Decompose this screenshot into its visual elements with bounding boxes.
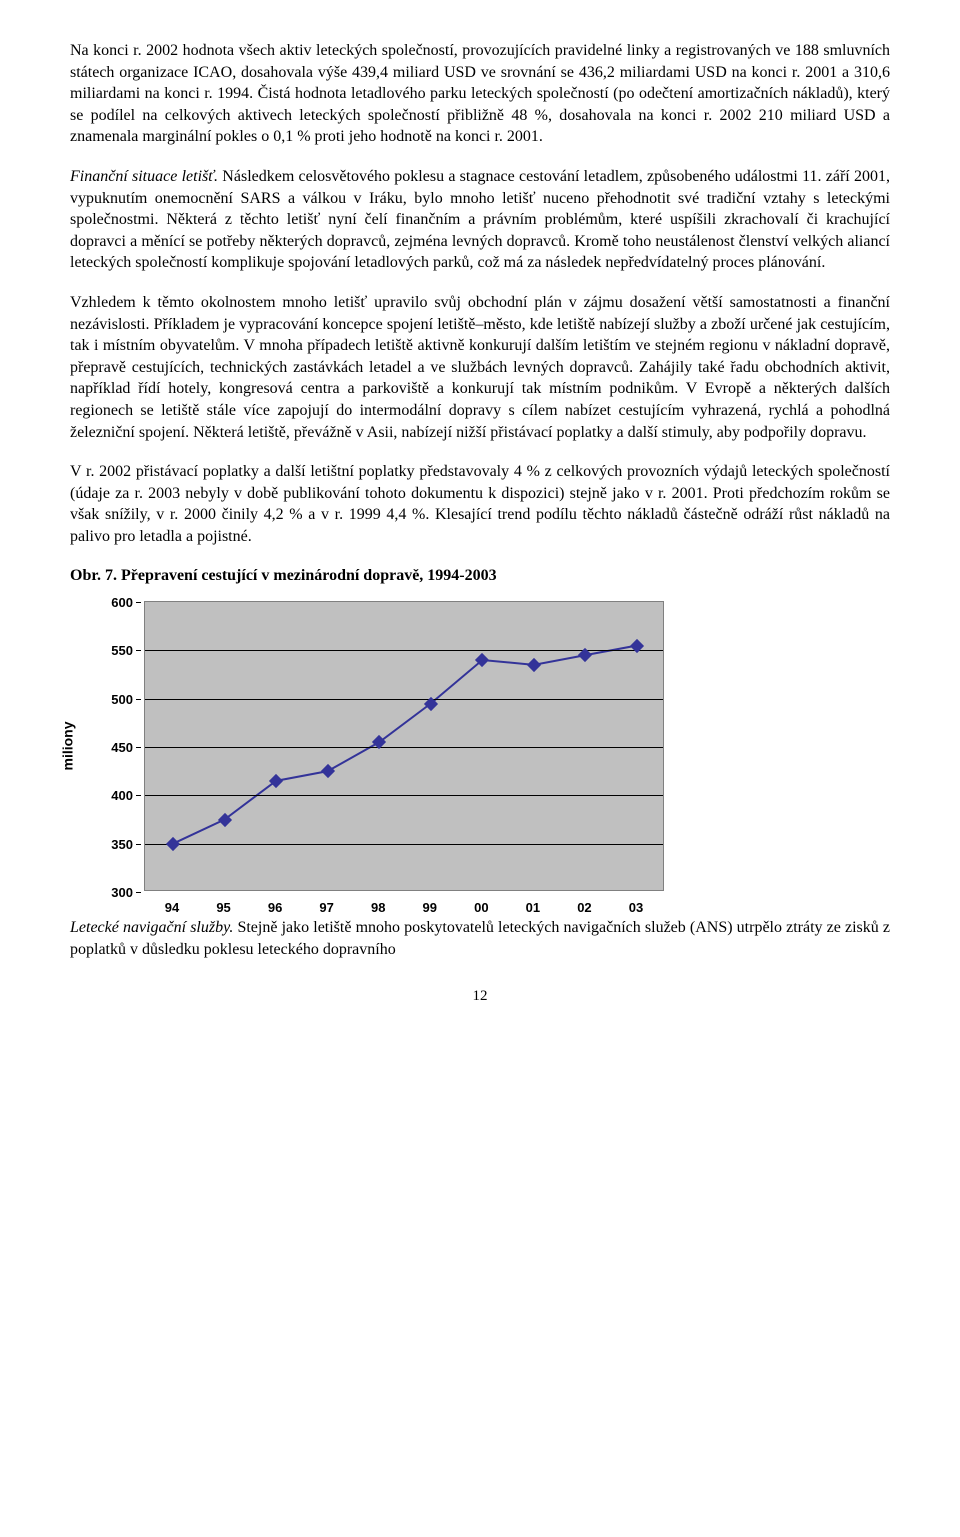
- chart-x-tick-label: 96: [268, 899, 282, 917]
- chart-gridline: [145, 699, 663, 700]
- chart-container: miliony 300350400450500550600 9495969798…: [104, 601, 664, 891]
- chart-y-tick-label: 500: [93, 691, 133, 709]
- chart-gridline: [145, 844, 663, 845]
- p2-lead: Finanční situace letišť.: [70, 168, 218, 185]
- chart-y-tick-label: 450: [93, 739, 133, 757]
- chart-title: Obr. 7. Přepravení cestující v mezinárod…: [70, 565, 890, 587]
- chart-x-tick-label: 03: [629, 899, 643, 917]
- chart-x-tick-label: 99: [423, 899, 437, 917]
- chart-y-tick-label: 300: [93, 884, 133, 902]
- chart-y-tick-label: 350: [93, 836, 133, 854]
- chart-gridline: [145, 747, 663, 748]
- paragraph-2: Finanční situace letišť. Následkem celos…: [70, 166, 890, 274]
- chart-marker: [269, 774, 283, 788]
- chart-x-tick-label: 97: [319, 899, 333, 917]
- chart-marker: [527, 658, 541, 672]
- chart-plot-area: 300350400450500550600: [144, 601, 664, 891]
- chart-y-ticks: 300350400450500550600: [101, 594, 141, 882]
- chart-marker: [321, 764, 335, 778]
- p5-lead: Letecké navigační služby.: [70, 919, 233, 936]
- chart-x-tick-label: 98: [371, 899, 385, 917]
- paragraph-5: Letecké navigační služby. Stejně jako le…: [70, 917, 890, 960]
- chart-gridline: [145, 795, 663, 796]
- chart-marker: [166, 837, 180, 851]
- chart-x-tick-label: 95: [216, 899, 230, 917]
- paragraph-3: Vzhledem k těmto okolnostem mnoho letišť…: [70, 292, 890, 443]
- chart-x-tick-label: 00: [474, 899, 488, 917]
- chart-x-axis: 94959697989900010203: [144, 893, 664, 913]
- page-number: 12: [70, 986, 890, 1006]
- paragraph-1: Na konci r. 2002 hodnota všech aktiv let…: [70, 40, 890, 148]
- paragraph-4: V r. 2002 přistávací poplatky a další le…: [70, 461, 890, 547]
- chart-x-tick-label: 01: [526, 899, 540, 917]
- chart-y-tick-label: 400: [93, 787, 133, 805]
- chart-y-label: miliony: [59, 722, 78, 771]
- chart-y-tick-label: 550: [93, 642, 133, 660]
- chart-marker: [217, 812, 231, 826]
- chart-marker: [475, 653, 489, 667]
- chart-x-tick-label: 94: [165, 899, 179, 917]
- chart-y-tick-label: 600: [93, 594, 133, 612]
- chart-x-tick-label: 02: [577, 899, 591, 917]
